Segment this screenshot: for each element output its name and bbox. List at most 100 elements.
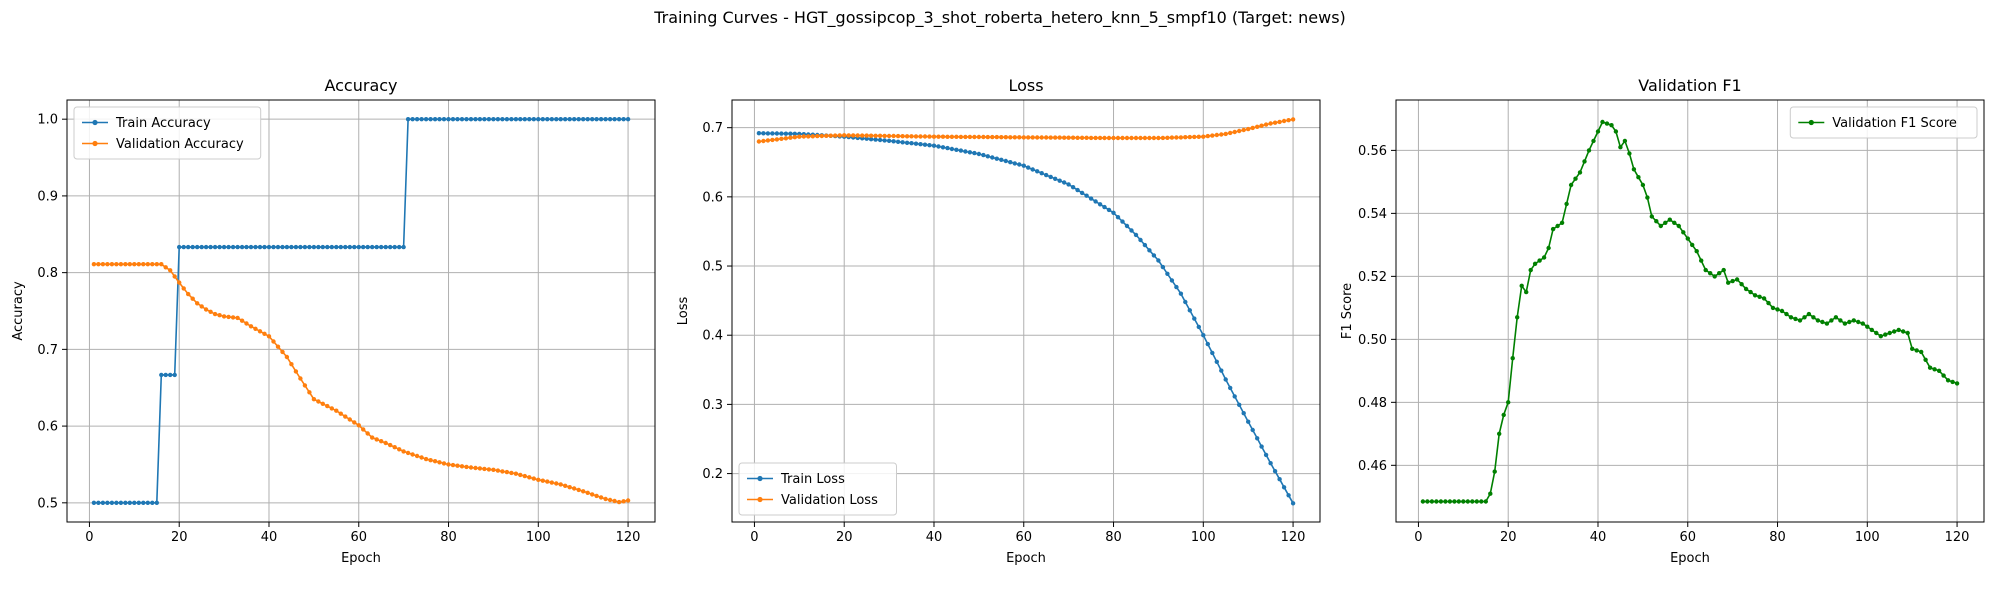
series-validation-loss <box>756 117 1296 144</box>
data-point <box>450 462 456 468</box>
data-point <box>567 117 572 122</box>
data-point <box>208 309 213 314</box>
x-tick-label: 60 <box>1015 530 1032 545</box>
data-point <box>909 141 914 146</box>
data-point <box>770 131 775 136</box>
data-point <box>598 117 604 122</box>
data-point <box>1775 307 1780 312</box>
data-point <box>96 500 101 505</box>
data-point <box>123 262 128 267</box>
data-point <box>1461 499 1466 504</box>
data-point <box>468 117 474 122</box>
data-point <box>1003 135 1008 140</box>
data-point <box>540 478 545 483</box>
x-tick-label: 120 <box>616 530 641 545</box>
x-tick-label: 60 <box>350 530 367 545</box>
data-point <box>563 483 568 488</box>
data-point <box>500 117 505 122</box>
data-point <box>1438 499 1444 504</box>
data-point <box>1259 123 1264 128</box>
data-point <box>868 133 874 138</box>
data-point <box>1178 291 1184 296</box>
data-point <box>168 372 173 378</box>
data-point <box>1896 327 1901 333</box>
subplot-accuracy: 0 20 40 60 80 100 120 0.5 0.6 0.7 0.8 0.9 1.0 Accurac… <box>11 76 656 566</box>
data-point <box>257 329 263 334</box>
data-point <box>1708 271 1713 276</box>
data-point <box>307 390 312 395</box>
legend-swatch-marker <box>92 140 98 147</box>
data-point <box>576 487 581 493</box>
data-point <box>1488 491 1493 496</box>
data-point <box>1286 493 1291 498</box>
data-point <box>1577 170 1583 175</box>
data-point <box>226 314 231 320</box>
data-point <box>868 137 874 142</box>
data-point <box>1241 127 1246 133</box>
data-point <box>1452 499 1457 504</box>
y-tick-label: 0.6 <box>702 190 723 205</box>
data-point <box>1811 315 1816 320</box>
data-point <box>1133 232 1139 238</box>
data-point <box>1084 193 1089 198</box>
data-point <box>918 142 923 147</box>
data-point <box>954 134 959 139</box>
data-point <box>114 500 119 505</box>
x-tick-label: 60 <box>1679 530 1696 545</box>
data-point <box>1205 133 1211 139</box>
x-tick-label: 0 <box>1414 530 1422 545</box>
data-point <box>473 465 478 471</box>
data-point <box>1609 123 1614 128</box>
data-point <box>963 149 968 154</box>
data-point <box>320 401 325 406</box>
data-point <box>235 315 240 321</box>
data-point <box>1183 135 1188 140</box>
data-point <box>271 339 276 344</box>
y-tick-label: 0.48 <box>1358 396 1387 411</box>
data-point <box>1883 332 1888 337</box>
data-point <box>1165 271 1170 276</box>
data-point <box>536 477 541 482</box>
data-point <box>1290 501 1296 506</box>
data-point <box>1788 315 1794 320</box>
data-point <box>275 344 281 349</box>
data-point <box>1026 135 1031 140</box>
data-point <box>842 133 847 138</box>
data-point <box>1272 469 1278 474</box>
data-point <box>361 427 366 432</box>
data-point <box>1250 427 1255 433</box>
axes-frame <box>66 99 656 523</box>
data-point <box>410 117 415 122</box>
data-point <box>379 439 384 444</box>
data-point <box>266 244 272 250</box>
data-point <box>1106 135 1112 141</box>
data-point <box>1501 412 1506 418</box>
data-point <box>302 244 308 250</box>
data-point <box>186 244 191 250</box>
data-point <box>1079 190 1085 196</box>
legend: Train Accuracy Validation Accuracy <box>73 106 262 160</box>
data-point <box>338 244 343 250</box>
data-point <box>945 145 950 151</box>
data-point <box>1250 125 1255 131</box>
legend-swatch-marker <box>1808 119 1814 126</box>
data-point <box>428 458 433 463</box>
data-point <box>931 134 937 139</box>
data-point <box>455 117 460 122</box>
data-point <box>379 244 384 250</box>
data-point <box>221 244 227 250</box>
data-point <box>558 117 563 122</box>
x-tick-label: 40 <box>926 530 943 545</box>
data-point <box>1017 162 1022 167</box>
series-validation-f1-score <box>1420 119 1960 504</box>
data-point <box>1160 264 1166 270</box>
data-point <box>607 117 613 122</box>
data-point <box>127 262 132 267</box>
data-point <box>248 324 254 329</box>
data-point <box>770 137 775 143</box>
data-point <box>567 485 572 490</box>
data-point <box>1743 286 1749 292</box>
data-point <box>432 459 438 464</box>
data-point <box>864 133 869 138</box>
data-point <box>1506 400 1511 405</box>
